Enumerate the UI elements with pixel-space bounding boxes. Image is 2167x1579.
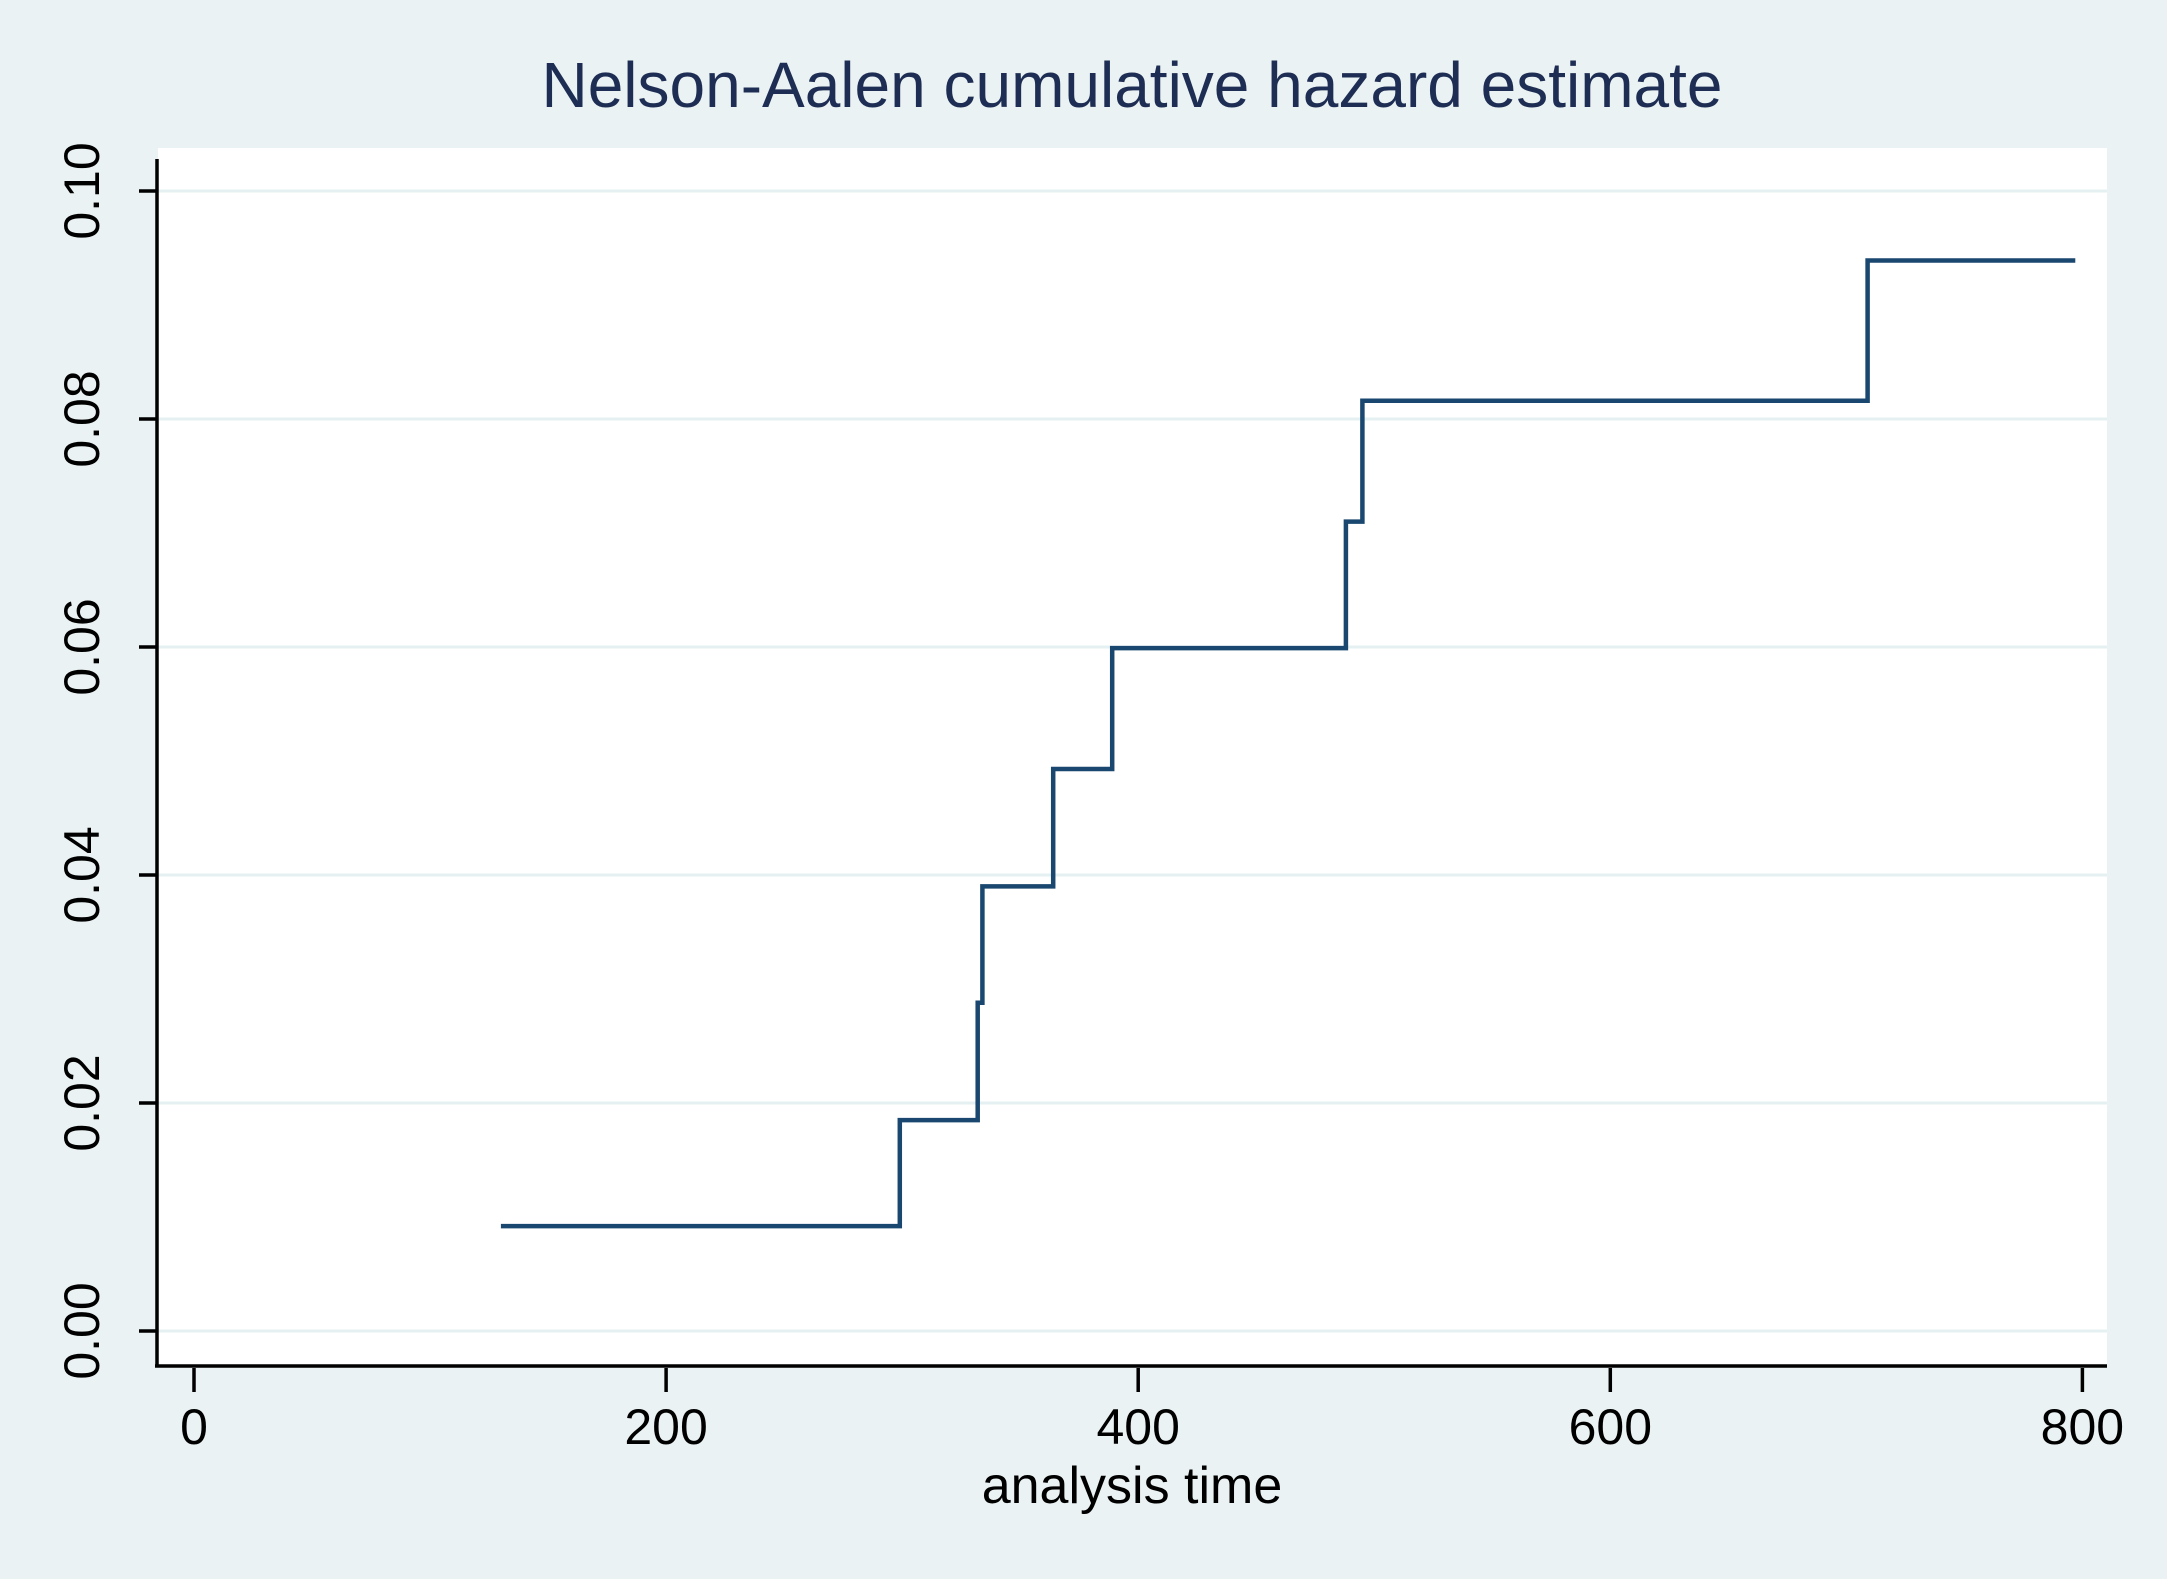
hazard-step-line [500,258,2076,1229]
y-tick-label: 0.04 [54,826,110,924]
y-tick-label: 0.00 [54,1282,110,1380]
y-tick-label: 0.08 [54,370,110,468]
chart-title: Nelson-Aalen cumulative hazard estimate [541,49,1723,121]
y-tick-label: 0.06 [54,598,110,696]
x-axis-label: analysis time [981,1457,1283,1515]
y-tick-label: 0.02 [54,1054,110,1152]
x-tick-label: 0 [180,1399,208,1455]
x-tick-label: 800 [2040,1399,2125,1455]
y-tick-label: 0.10 [54,142,110,240]
x-tick-label: 600 [1568,1399,1653,1455]
x-tick-label: 200 [624,1399,708,1455]
plot-area [158,148,2107,1366]
x-tick-label: 400 [1096,1399,1180,1455]
